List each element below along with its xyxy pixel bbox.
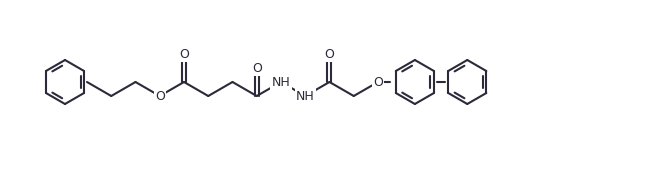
Text: O: O bbox=[155, 89, 165, 103]
Text: O: O bbox=[179, 47, 189, 60]
Text: O: O bbox=[252, 61, 262, 74]
Text: NH: NH bbox=[271, 75, 291, 89]
Text: NH: NH bbox=[296, 89, 315, 103]
Text: O: O bbox=[325, 47, 334, 60]
Text: O: O bbox=[373, 75, 383, 89]
